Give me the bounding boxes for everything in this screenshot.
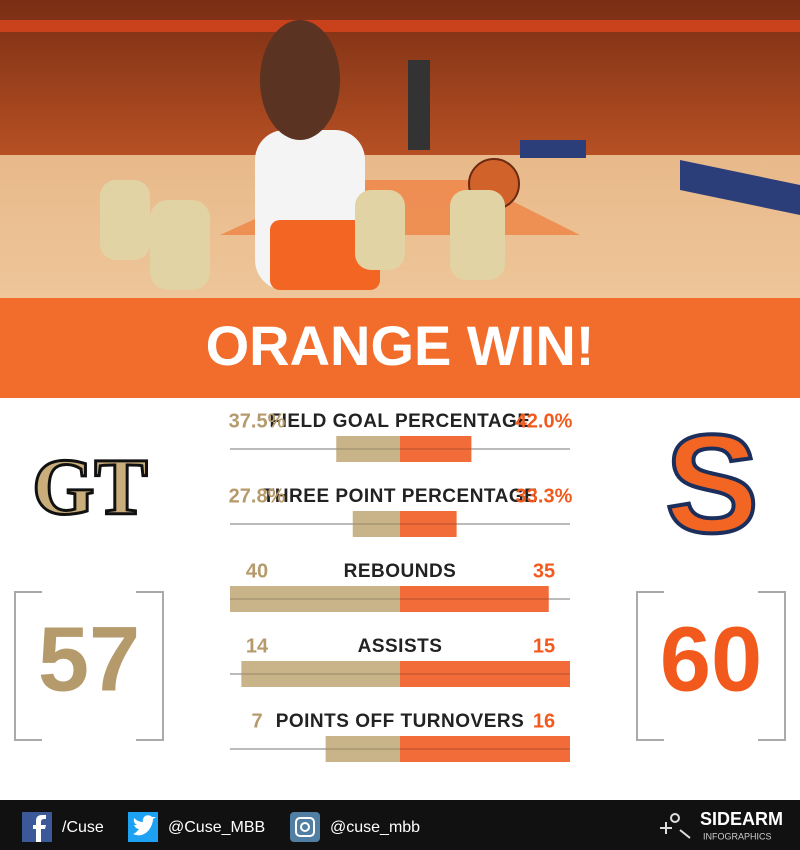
home-value: 33.3% xyxy=(516,485,573,507)
home-value: 42.0% xyxy=(516,410,573,432)
banner-title: ORANGE WIN! xyxy=(206,314,595,377)
social-handle: @cuse_mbb xyxy=(330,819,420,836)
banner xyxy=(0,298,800,398)
away-bar xyxy=(336,436,400,462)
social-handle: @Cuse_MBB xyxy=(168,819,265,836)
stat-label: THREE POINT PERCENTAGE xyxy=(263,486,538,507)
home-bar xyxy=(400,436,472,462)
stat-label: ASSISTS xyxy=(358,636,443,657)
home-logo: S xyxy=(665,405,758,562)
away-value: 27.8% xyxy=(229,485,286,507)
home-score: 60 xyxy=(660,608,762,710)
away-bar xyxy=(352,511,400,537)
away-value: 14 xyxy=(246,635,269,657)
stat-label: POINTS OFF TURNOVERS xyxy=(276,711,525,732)
home-bar xyxy=(400,736,570,762)
away-bar xyxy=(241,661,400,687)
brand: SIDEARM xyxy=(700,809,783,829)
brand-sub: INFOGRAPHICS xyxy=(703,831,772,841)
away-logo: GT xyxy=(32,443,148,531)
score-brackets xyxy=(14,591,786,741)
brand-icon xyxy=(660,813,691,839)
photo xyxy=(0,0,800,400)
social-icons xyxy=(22,812,320,842)
away-bar xyxy=(230,586,400,612)
stat-label: FIELD GOAL PERCENTAGE xyxy=(269,411,530,432)
away-value: 40 xyxy=(246,560,268,582)
social-handle: /Cuse xyxy=(62,819,104,836)
home-value: 35 xyxy=(533,560,555,582)
home-bar xyxy=(400,511,457,537)
away-score: 57 xyxy=(38,608,140,710)
home-value: 16 xyxy=(533,710,555,732)
stat-label: REBOUNDS xyxy=(344,561,457,582)
away-value: 7 xyxy=(251,710,262,732)
home-bar xyxy=(400,586,549,612)
away-value: 37.5% xyxy=(229,410,286,432)
home-value: 15 xyxy=(533,635,555,657)
home-bar xyxy=(400,661,570,687)
away-bar xyxy=(325,736,400,762)
